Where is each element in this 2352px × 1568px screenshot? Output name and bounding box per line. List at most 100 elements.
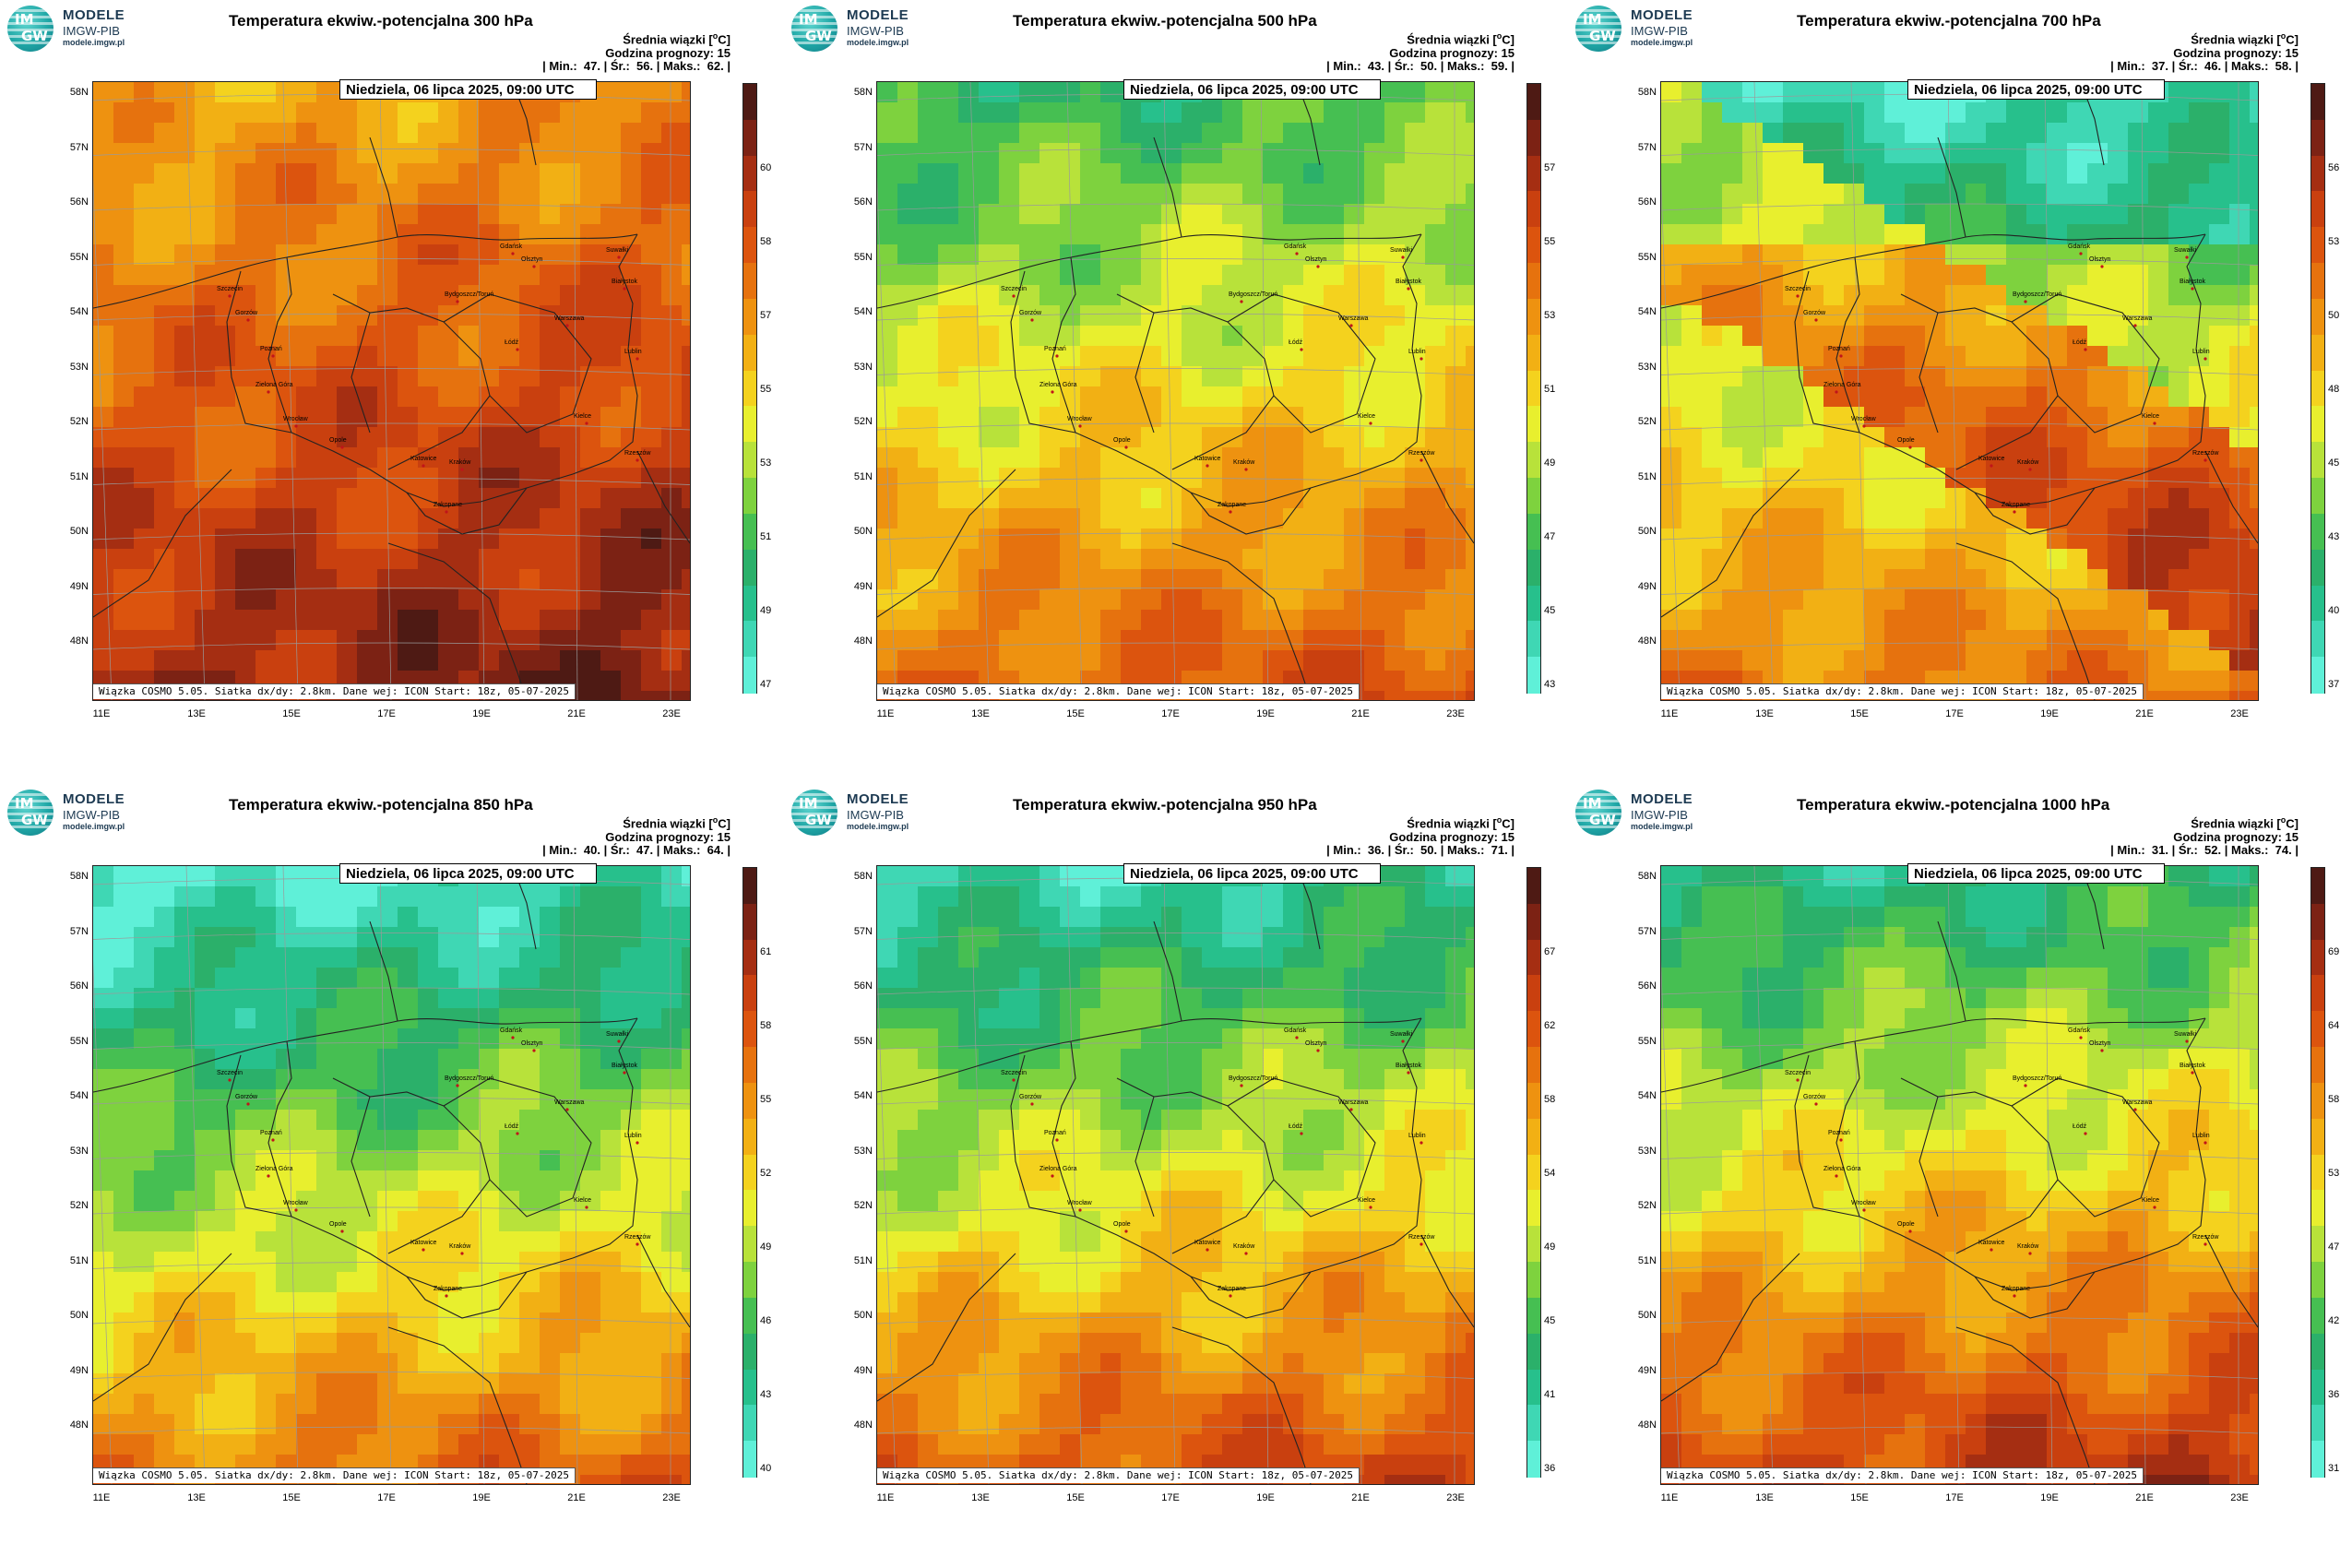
field-cell: [1242, 886, 1264, 908]
field-cell: [1905, 204, 1926, 225]
field-cell: [1803, 224, 1824, 245]
field-cell: [1161, 488, 1182, 509]
field-cell: [1384, 224, 1406, 245]
field-cell: [1182, 407, 1203, 428]
field-cell: [1884, 102, 1906, 124]
field-cell: [255, 1110, 277, 1131]
field-cell: [1303, 549, 1324, 570]
field-cell: [1303, 1170, 1324, 1192]
field-cell: [621, 630, 642, 651]
field-cell: [661, 508, 683, 529]
field-cell: [641, 610, 662, 631]
field-cell: [499, 1313, 520, 1334]
field-cell: [479, 927, 500, 948]
field-cell: [1283, 650, 1304, 671]
field-cell: [1384, 947, 1406, 968]
field-cell: [316, 1150, 338, 1171]
field-cell: [661, 427, 683, 448]
city-label: Szczecin: [217, 1070, 243, 1076]
field-cell: [1324, 1313, 1345, 1334]
field-cell: [1100, 1333, 1122, 1354]
field-cell: [1263, 610, 1284, 631]
field-cell: [1161, 102, 1182, 124]
field-cell: [958, 427, 980, 448]
field-cell: [1060, 468, 1081, 489]
field-cell: [235, 947, 256, 968]
city-marker: [1295, 252, 1299, 255]
field-cell: [357, 346, 378, 367]
field-cell: [215, 326, 236, 347]
field-cell: [1141, 630, 1162, 651]
field-cell: [1384, 1008, 1406, 1029]
field-cell: [1303, 1333, 1324, 1354]
field-cell: [519, 366, 540, 387]
field-cell: [418, 886, 439, 908]
field-cell: [1161, 1272, 1182, 1293]
field-cell: [621, 508, 642, 529]
field-cell: [2148, 468, 2169, 489]
latitude-label: 55N: [69, 251, 89, 263]
field-cell: [93, 569, 114, 590]
average-label-text: Średnia wiązki [: [623, 816, 713, 831]
field-cell: [1864, 184, 1885, 205]
field-cell: [621, 1049, 642, 1070]
field-cell: [438, 1028, 459, 1050]
field-cell: [1019, 549, 1040, 570]
field-cell: [979, 1170, 1000, 1192]
field-cell: [398, 346, 419, 367]
field-cell: [540, 529, 561, 550]
field-cell: [398, 1130, 419, 1151]
field-cell: [540, 1028, 561, 1050]
field-cell: [1783, 589, 1804, 611]
field-cell: [661, 1333, 683, 1354]
field-cell: [134, 569, 155, 590]
field-cell: [540, 1434, 561, 1455]
field-cell: [1864, 265, 1885, 286]
field-cell: [877, 184, 898, 205]
field-cell: [337, 488, 358, 509]
field-cell: [458, 630, 480, 651]
city-marker: [1369, 422, 1372, 425]
field-cell: [134, 1191, 155, 1212]
field-cell: [979, 123, 1000, 144]
field-cell: [1202, 1211, 1223, 1232]
field-cell: [1803, 346, 1824, 367]
field-cell: [621, 163, 642, 184]
field-cell: [255, 1373, 277, 1395]
field-cell: [235, 1231, 256, 1253]
field-cell: [1182, 1069, 1203, 1090]
field-cell: [600, 488, 622, 509]
field-cell: [600, 1434, 622, 1455]
latitude-line: [877, 258, 1474, 266]
field-cell: [2250, 386, 2258, 408]
field-cell: [2209, 691, 2230, 700]
field-cell: [1905, 488, 1926, 509]
field-cell: [979, 886, 1000, 908]
field-cell: [2148, 184, 2169, 205]
field-cell: [2189, 244, 2210, 266]
field-cell: [479, 1049, 500, 1070]
field-cell: [958, 1272, 980, 1293]
city-label: Zakopane: [1218, 502, 1246, 508]
field-cell: [1681, 224, 1703, 245]
field-cell: [1864, 650, 1885, 671]
field-cell: [1344, 102, 1365, 124]
latitude-line: [93, 1152, 690, 1159]
field-cell: [438, 204, 459, 225]
field-cell: [1039, 886, 1061, 908]
field-cell: [276, 1028, 297, 1050]
field-cell: [641, 386, 662, 408]
field-cell: [2047, 163, 2068, 184]
field-cell: [1324, 407, 1345, 428]
field-cell: [600, 184, 622, 205]
field-cell: [1364, 1008, 1385, 1029]
field-cell: [938, 529, 959, 550]
field-cell: [540, 968, 561, 989]
field-cell: [2067, 285, 2088, 306]
field-cell: [1344, 1110, 1365, 1131]
field-cell: [1823, 123, 1845, 144]
field-cell: [641, 1130, 662, 1151]
field-cell: [398, 447, 419, 469]
field-cell: [560, 1231, 581, 1253]
longitude-label: 11E: [876, 708, 895, 719]
